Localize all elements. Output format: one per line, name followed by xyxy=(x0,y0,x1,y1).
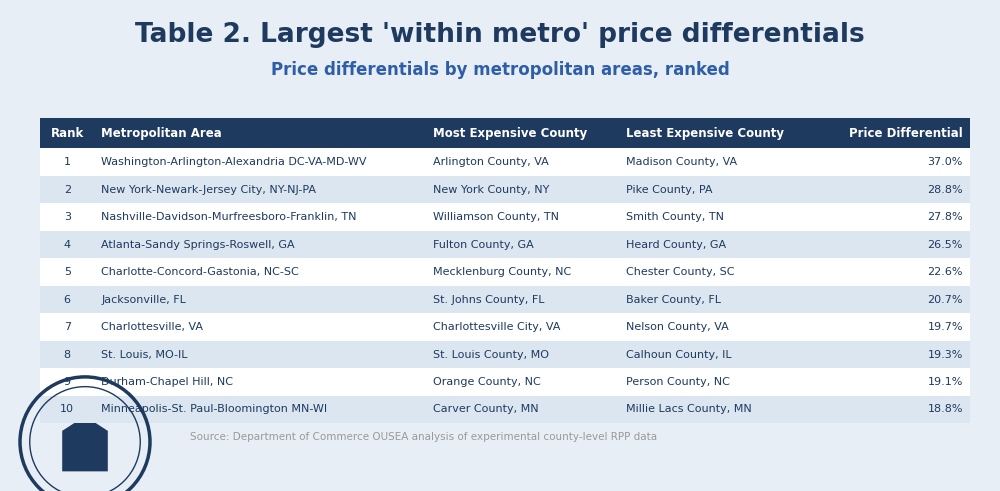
Text: 22.6%: 22.6% xyxy=(927,267,963,277)
Text: ★: ★ xyxy=(75,429,95,449)
Text: Minneapolis-St. Paul-Bloomington MN-WI: Minneapolis-St. Paul-Bloomington MN-WI xyxy=(101,405,328,414)
Text: Heard County, GA: Heard County, GA xyxy=(626,240,726,249)
Text: Smith County, TN: Smith County, TN xyxy=(626,212,724,222)
Text: 9: 9 xyxy=(64,377,71,387)
Text: Nelson County, VA: Nelson County, VA xyxy=(626,322,729,332)
Text: 27.8%: 27.8% xyxy=(927,212,963,222)
Text: Source: Department of Commerce OUSEA analysis of experimental county-level RPP d: Source: Department of Commerce OUSEA ana… xyxy=(190,432,657,442)
Text: Price differentials by metropolitan areas, ranked: Price differentials by metropolitan area… xyxy=(271,61,729,80)
Text: Baker County, FL: Baker County, FL xyxy=(626,295,721,304)
Text: 2: 2 xyxy=(64,185,71,194)
Text: Table 2. Largest 'within metro' price differentials: Table 2. Largest 'within metro' price di… xyxy=(135,22,865,48)
Text: Millie Lacs County, MN: Millie Lacs County, MN xyxy=(626,405,752,414)
Text: Fulton County, GA: Fulton County, GA xyxy=(433,240,534,249)
Text: New York-Newark-Jersey City, NY-NJ-PA: New York-Newark-Jersey City, NY-NJ-PA xyxy=(101,185,316,194)
Text: 5: 5 xyxy=(64,267,71,277)
Text: Jacksonville, FL: Jacksonville, FL xyxy=(101,295,186,304)
Text: 1: 1 xyxy=(64,157,71,167)
Text: 10: 10 xyxy=(60,405,74,414)
Text: 18.8%: 18.8% xyxy=(927,405,963,414)
Text: Carver County, MN: Carver County, MN xyxy=(433,405,538,414)
Text: Metropolitan Area: Metropolitan Area xyxy=(101,127,222,139)
Text: Most Expensive County: Most Expensive County xyxy=(433,127,587,139)
Text: Price Differential: Price Differential xyxy=(849,127,963,139)
Text: 6: 6 xyxy=(64,295,71,304)
Text: Arlington County, VA: Arlington County, VA xyxy=(433,157,549,167)
Text: 3: 3 xyxy=(64,212,71,222)
Text: 37.0%: 37.0% xyxy=(928,157,963,167)
Text: Atlanta-Sandy Springs-Roswell, GA: Atlanta-Sandy Springs-Roswell, GA xyxy=(101,240,295,249)
Text: Pike County, PA: Pike County, PA xyxy=(626,185,712,194)
Text: 4: 4 xyxy=(64,240,71,249)
Text: 19.1%: 19.1% xyxy=(928,377,963,387)
Text: New York County, NY: New York County, NY xyxy=(433,185,549,194)
Text: Least Expensive County: Least Expensive County xyxy=(626,127,784,139)
Text: 28.8%: 28.8% xyxy=(927,185,963,194)
Text: Calhoun County, IL: Calhoun County, IL xyxy=(626,350,731,359)
Text: Person County, NC: Person County, NC xyxy=(626,377,730,387)
Text: Charlotte-Concord-Gastonia, NC-SC: Charlotte-Concord-Gastonia, NC-SC xyxy=(101,267,299,277)
Text: St. Louis, MO-IL: St. Louis, MO-IL xyxy=(101,350,188,359)
Text: Chester County, SC: Chester County, SC xyxy=(626,267,734,277)
Text: 7: 7 xyxy=(64,322,71,332)
Polygon shape xyxy=(62,416,108,471)
Text: Charlottesville City, VA: Charlottesville City, VA xyxy=(433,322,560,332)
Text: 26.5%: 26.5% xyxy=(928,240,963,249)
Text: St. Louis County, MO: St. Louis County, MO xyxy=(433,350,549,359)
Text: St. Johns County, FL: St. Johns County, FL xyxy=(433,295,544,304)
Text: Washington-Arlington-Alexandria DC-VA-MD-WV: Washington-Arlington-Alexandria DC-VA-MD… xyxy=(101,157,367,167)
Text: Rank: Rank xyxy=(51,127,84,139)
Text: 20.7%: 20.7% xyxy=(927,295,963,304)
Text: 19.3%: 19.3% xyxy=(928,350,963,359)
Text: Williamson County, TN: Williamson County, TN xyxy=(433,212,559,222)
Text: Madison County, VA: Madison County, VA xyxy=(626,157,737,167)
Text: Mecklenburg County, NC: Mecklenburg County, NC xyxy=(433,267,571,277)
Text: Orange County, NC: Orange County, NC xyxy=(433,377,541,387)
Text: 8: 8 xyxy=(64,350,71,359)
Text: Charlottesville, VA: Charlottesville, VA xyxy=(101,322,203,332)
Text: Durham-Chapel Hill, NC: Durham-Chapel Hill, NC xyxy=(101,377,233,387)
Text: Nashville-Davidson-Murfreesboro-Franklin, TN: Nashville-Davidson-Murfreesboro-Franklin… xyxy=(101,212,357,222)
Text: 19.7%: 19.7% xyxy=(927,322,963,332)
